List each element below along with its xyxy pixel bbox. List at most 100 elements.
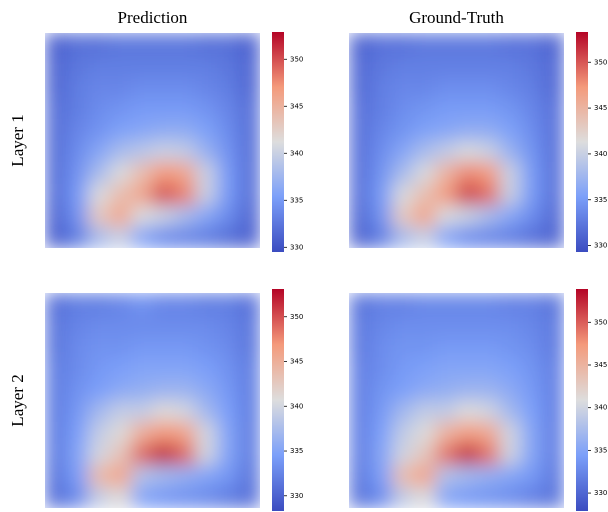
colorbar-tick-label: 350 xyxy=(594,318,607,326)
heatmap-cell xyxy=(45,33,67,55)
heatmap-cell xyxy=(217,357,239,380)
heatmap-cell xyxy=(109,183,132,206)
heatmap-cell xyxy=(349,400,371,423)
heatmap-cell xyxy=(499,162,522,184)
colorbar-tick-label: 345 xyxy=(594,104,607,112)
heatmap-cell xyxy=(217,226,239,248)
heatmap-cell xyxy=(370,76,393,98)
heatmap-cell xyxy=(456,162,479,184)
heatmap-cell xyxy=(349,293,371,315)
heatmap-cell xyxy=(217,336,239,358)
heatmap-cell xyxy=(413,76,436,98)
heatmap-cell xyxy=(88,140,110,163)
heatmap-cell xyxy=(152,119,175,141)
heatmap-cell xyxy=(217,422,239,444)
heatmap-cell xyxy=(456,54,479,77)
heatmap-cell xyxy=(521,97,543,120)
heatmap-cell xyxy=(542,54,564,77)
heatmap-cell xyxy=(456,336,479,358)
heatmap-cell xyxy=(456,205,479,227)
heatmap-cell xyxy=(88,183,110,206)
heatmap-cells xyxy=(45,33,260,248)
heatmap-cell xyxy=(478,54,500,77)
row-label: Layer 1 xyxy=(8,114,27,166)
heatmap-cell xyxy=(435,314,457,337)
heatmap-cell xyxy=(45,97,67,120)
colorbar-tick-label: 340 xyxy=(290,149,303,157)
heatmap-cell xyxy=(195,293,218,315)
heatmap-cell xyxy=(152,443,175,466)
heatmap-cell xyxy=(217,54,239,77)
heatmap-cell xyxy=(542,336,564,358)
heatmap-cell xyxy=(66,205,89,227)
heatmap-cell xyxy=(499,314,522,337)
heatmap-cell xyxy=(349,97,371,120)
heatmap-cell xyxy=(392,293,414,315)
heatmap-cell xyxy=(542,293,564,315)
heatmap-cell xyxy=(499,140,522,163)
heatmap-cell xyxy=(435,97,457,120)
heatmap-cell xyxy=(66,293,89,315)
heatmap-cell xyxy=(521,54,543,77)
heatmap-cell xyxy=(456,422,479,444)
heatmap-cell xyxy=(349,33,371,55)
heatmap-cell xyxy=(521,183,543,206)
heatmap-cell xyxy=(456,226,479,248)
heatmap-cells xyxy=(349,293,564,508)
heatmap-cell xyxy=(542,357,564,380)
heatmap-cell xyxy=(478,314,500,337)
heatmap-cell xyxy=(238,314,260,337)
heatmap-cell xyxy=(195,162,218,184)
heatmap-cell xyxy=(131,314,153,337)
heatmap-cell xyxy=(195,205,218,227)
heatmap-cell xyxy=(478,357,500,380)
colorbar-tick-label: 330 xyxy=(290,492,303,500)
colorbar-tick-label: 350 xyxy=(290,313,303,321)
heatmap-cell xyxy=(152,379,175,401)
heatmap-cell xyxy=(478,443,500,466)
heatmap-cell xyxy=(66,443,89,466)
colorbar-tick-label: 330 xyxy=(594,242,607,250)
heatmap-cell xyxy=(392,162,414,184)
heatmap-cell xyxy=(413,400,436,423)
heatmap-cell xyxy=(109,357,132,380)
colorbar-tick-label: 335 xyxy=(290,196,303,204)
heatmap-cell xyxy=(195,140,218,163)
heatmap-cell xyxy=(413,183,436,206)
heatmap-cell xyxy=(152,314,175,337)
heatmap-cell xyxy=(413,205,436,227)
colorbar xyxy=(576,32,588,252)
heatmap-cell xyxy=(370,97,393,120)
heatmap-cell xyxy=(109,54,132,77)
heatmap-cell xyxy=(109,443,132,466)
heatmap-cell xyxy=(131,54,153,77)
heatmap-cell xyxy=(392,465,414,487)
heatmap-cell xyxy=(217,314,239,337)
heatmap-cell xyxy=(413,336,436,358)
heatmap-cell xyxy=(456,486,479,508)
heatmap-cell xyxy=(542,314,564,337)
heatmap-cell xyxy=(478,422,500,444)
heatmap-cell xyxy=(217,162,239,184)
heatmap-cell xyxy=(45,379,67,401)
heatmap-cell xyxy=(370,379,393,401)
colorbar-tick-label: 330 xyxy=(290,243,303,251)
heatmap-cell xyxy=(499,293,522,315)
heatmap-cell xyxy=(238,336,260,358)
heatmap-cell xyxy=(217,293,239,315)
heatmap-cell xyxy=(45,183,67,206)
heatmap-cell xyxy=(370,314,393,337)
heatmap-cell xyxy=(478,33,500,55)
heatmap-cell xyxy=(542,97,564,120)
heatmap-cell xyxy=(66,314,89,337)
heatmap-cells xyxy=(349,33,564,248)
heatmap-cell xyxy=(435,379,457,401)
heatmap-cell xyxy=(521,314,543,337)
heatmap-cell xyxy=(131,465,153,487)
heatmap-cell xyxy=(109,465,132,487)
colorbar-tick-label: 335 xyxy=(290,447,303,455)
heatmap-cell xyxy=(45,119,67,141)
colorbar xyxy=(272,289,284,511)
heatmap-cell xyxy=(413,54,436,77)
